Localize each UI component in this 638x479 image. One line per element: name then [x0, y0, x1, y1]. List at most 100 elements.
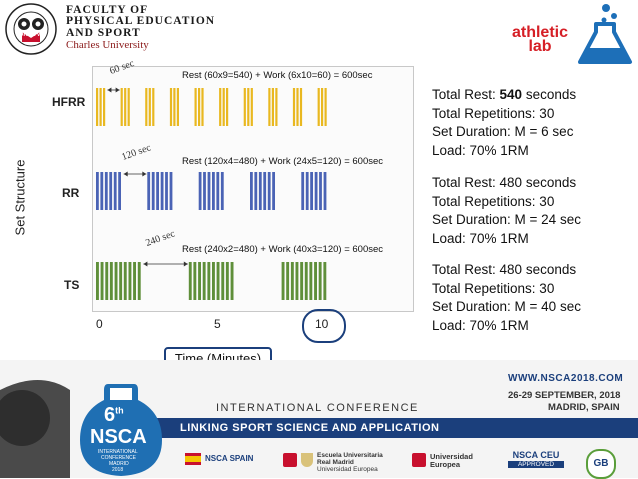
rep-bar-ts-1-7	[123, 262, 127, 300]
rep-bar-rr-5-4	[314, 172, 318, 210]
rep-bar-rr-2-3	[156, 172, 159, 210]
stats-hfrr-load: Load: 70% 1RM	[432, 142, 529, 158]
rep-bar-rr-2-1	[147, 172, 151, 210]
rep-bar-hfrr-10-1	[317, 88, 320, 126]
rest-arrowhead-ts-2	[183, 261, 188, 267]
stats-rr: Total Rest: 480 seconds Total Repetition…	[432, 174, 581, 248]
athletic-lab-logo: athletic lab	[498, 2, 634, 68]
rep-bar-hfrr-3-3	[152, 88, 155, 126]
nsca-badge: 6th NSCA INTERNATIONAL CONFERENCE MADRID…	[78, 378, 164, 478]
sponsor-real-madrid: Escuela Universitaria Real Madrid Univer…	[283, 451, 393, 473]
row-label-hfrr: HFRR	[52, 95, 86, 109]
rep-bar-hfrr-5-2	[198, 88, 201, 126]
rep-bar-rr-5-5	[319, 172, 322, 210]
stats-hfrr: Total Rest: 540 seconds Total Repetition…	[432, 86, 576, 160]
rest-arrowhead-hfrr-1	[107, 87, 112, 93]
event-dates: 26-29 SEPTEMBER, 2018	[508, 390, 621, 401]
rep-bar-ts-2-5	[207, 262, 211, 300]
badge-number: 6th	[104, 404, 124, 426]
rep-bar-hfrr-9-2	[296, 88, 299, 126]
rep-bar-ts-2-4	[202, 262, 206, 300]
website-url[interactable]: WWW.NSCA2018.COM	[508, 373, 624, 384]
ue-logo-icon-2	[412, 453, 426, 467]
rep-bar-ts-1-5	[114, 262, 118, 300]
rep-bar-ts-1-8	[128, 262, 132, 300]
rep-bar-ts-1-1	[96, 262, 99, 300]
rep-bar-ts-3-3	[290, 262, 294, 300]
university-seal: UK FTVS	[4, 2, 58, 56]
rep-bar-rr-1-2	[100, 172, 104, 210]
rep-bar-ts-2-3	[198, 262, 201, 300]
badge-sub2: CONFERENCE	[101, 455, 137, 461]
rep-bar-hfrr-2-1	[120, 88, 123, 126]
rep-bar-hfrr-5-1	[194, 88, 197, 126]
rep-bar-hfrr-4-3	[176, 88, 179, 126]
rep-bar-hfrr-1-1	[96, 88, 99, 126]
athletic-lab-text: athletic lab	[511, 24, 568, 55]
rep-bar-rr-2-2	[151, 172, 155, 210]
badge-name: NSCA	[90, 426, 147, 448]
row-label-ts: TS	[64, 278, 80, 292]
rep-bar-hfrr-1-2	[99, 88, 102, 126]
rep-bar-rr-1-1	[96, 172, 99, 210]
rep-bar-rr-3-3	[207, 172, 211, 210]
rep-bar-hfrr-4-1	[169, 88, 173, 126]
rep-bar-rr-3-4	[212, 172, 215, 210]
rep-bar-hfrr-7-1	[243, 88, 246, 126]
rep-bar-rr-2-4	[160, 172, 164, 210]
sponsor-universidad-europea: Universidad Europea	[412, 451, 492, 473]
rep-bar-ts-1-3	[105, 262, 109, 300]
rep-bar-hfrr-8-2	[271, 88, 274, 126]
rep-bar-ts-3-9	[318, 262, 322, 300]
rest-arrowhead-hfrr-2	[115, 87, 120, 93]
rep-bar-ts-1-10	[137, 262, 141, 300]
event-location: MADRID, SPAIN	[548, 402, 620, 413]
rep-bar-hfrr-3-2	[148, 88, 151, 126]
rest-arrowhead-ts-1	[143, 261, 148, 267]
university-name: Charles University	[66, 39, 149, 51]
rep-bar-ts-2-7	[216, 262, 220, 300]
rep-bar-hfrr-6-2	[222, 88, 225, 126]
rep-bar-ts-2-8	[221, 262, 225, 300]
sponsor-nsca-spain: NSCA SPAIN	[185, 451, 263, 469]
rep-bar-hfrr-5-3	[201, 88, 204, 126]
stats-rr-duration: Set Duration: M = 24 sec	[432, 212, 581, 227]
stats-hfrr-reps: Total Repetitions: 30	[432, 105, 555, 121]
conference-tagline: LINKING SPORT SCIENCE AND APPLICATION	[180, 422, 440, 434]
seal-text: UK FTVS	[19, 32, 45, 38]
rep-bar-ts-3-4	[295, 262, 299, 300]
rep-bar-ts-2-2	[193, 262, 197, 300]
stats-ts: Total Rest: 480 seconds Total Repetition…	[432, 261, 581, 335]
rep-bar-rr-4-4	[263, 172, 267, 210]
x-tick-10-highlight	[302, 309, 346, 343]
badge-year: 2018	[112, 467, 124, 473]
rep-bar-rr-3-6	[220, 172, 224, 210]
stats-ts-load: Load: 70% 1RM	[432, 317, 529, 333]
rep-bar-rr-4-5	[267, 172, 271, 210]
rep-bar-rr-5-6	[323, 172, 327, 210]
faculty-title-line1: FACULTY OF	[66, 4, 149, 16]
stats-hfrr-duration: Set Duration: M = 6 sec	[432, 124, 574, 139]
rep-bar-hfrr-10-3	[324, 88, 327, 126]
faculty-title-line2: PHYSICAL EDUCATION	[66, 15, 216, 27]
rep-bar-ts-3-7	[309, 262, 313, 300]
rep-bar-hfrr-6-1	[219, 88, 222, 126]
rep-bar-hfrr-9-1	[292, 88, 296, 126]
rep-bar-ts-1-6	[119, 262, 123, 300]
spain-flag-icon	[185, 453, 201, 465]
rep-bar-ts-1-4	[109, 262, 113, 300]
rep-bar-hfrr-10-2	[321, 88, 324, 126]
rep-bar-rr-3-1	[198, 172, 202, 210]
nsca-ceu-approved: NSCA CEU APPROVED	[500, 450, 572, 474]
rep-bar-ts-1-2	[100, 262, 104, 300]
stats-ts-rest: Total Rest: 480 seconds	[432, 262, 577, 277]
stats-hfrr-rest-value: 540	[499, 87, 523, 102]
rep-bar-hfrr-8-3	[275, 88, 278, 126]
rep-bar-ts-3-8	[314, 262, 317, 300]
stats-rr-load: Load: 70% 1RM	[432, 230, 529, 246]
rep-bar-hfrr-2-2	[124, 88, 127, 126]
rep-bar-rr-5-1	[301, 172, 305, 210]
rep-bar-rr-1-4	[109, 172, 113, 210]
rep-bar-ts-2-10	[230, 262, 234, 300]
